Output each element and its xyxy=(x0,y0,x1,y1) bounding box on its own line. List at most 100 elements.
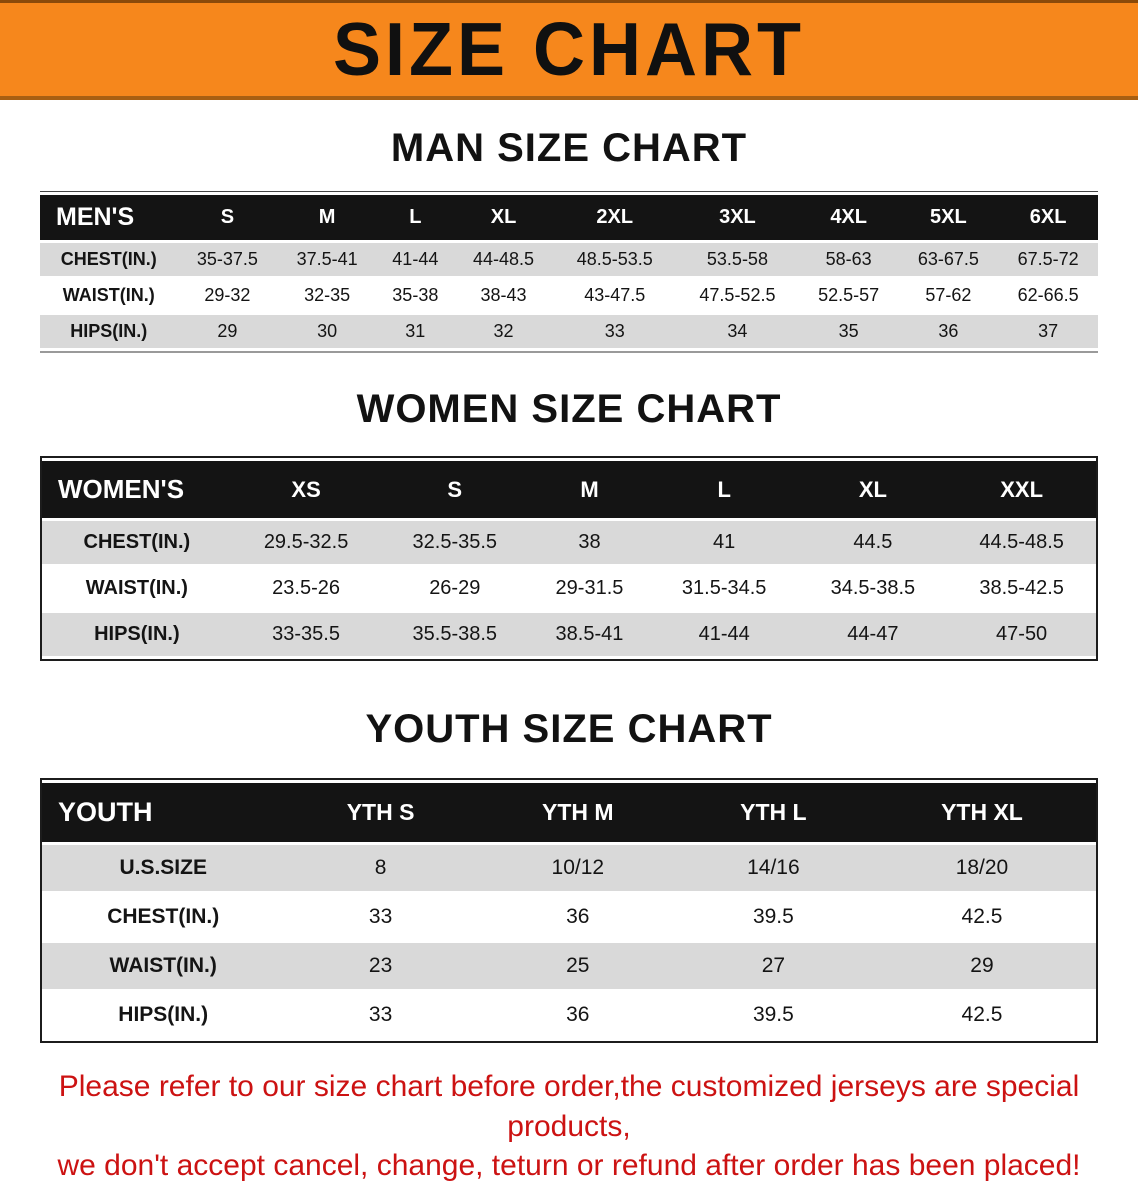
column-header: 4XL xyxy=(830,206,867,228)
column-header: YTH XL xyxy=(941,799,1023,825)
table-header-row: YOUTH YTH S YTH M YTH L YTH XL xyxy=(42,783,1096,842)
row-label: U.S.SIZE xyxy=(119,856,207,879)
table-cell: 41-44 xyxy=(392,249,439,269)
table-cell: 31.5-34.5 xyxy=(681,577,767,599)
column-header: 2XL xyxy=(596,206,634,228)
row-label: HIPS(IN.) xyxy=(70,321,148,341)
table-cell: 35.5-38.5 xyxy=(412,623,498,645)
table-row: CHEST(IN.) 29.5-32.5 32.5-35.5 38 41 44.5 44.5… xyxy=(42,521,1096,564)
table-cell: 38.5-41 xyxy=(555,623,624,645)
table-cell: 36 xyxy=(566,1003,590,1026)
women-size-table: WOMEN'S XS S M L XL XXL CHEST(IN.) 29.5-32.5 32.5… xyxy=(40,456,1098,661)
table-cell: 37.5-41 xyxy=(296,249,358,269)
table-cell: 32-35 xyxy=(304,285,351,305)
row-label: CHEST(IN.) xyxy=(60,249,157,269)
table-title-cell: MEN'S xyxy=(56,203,135,231)
table-row: CHEST(IN.) 35-37.5 37.5-41 41-44 44-48.5 48.5… xyxy=(40,243,1098,276)
table-cell: 37 xyxy=(1038,321,1059,341)
disclaimer-note: Please refer to our size chart before or… xyxy=(0,1067,1138,1186)
column-header: L xyxy=(409,206,422,228)
row-label: HIPS(IN.) xyxy=(94,623,180,645)
table-cell: 18/20 xyxy=(955,856,1009,879)
table-cell: 63-67.5 xyxy=(917,249,979,269)
table-cell: 44-48.5 xyxy=(473,249,535,269)
table-row: WAIST(IN.) 29-32 32-35 35-38 38-43 43-47.5 47.… xyxy=(40,279,1098,312)
table-cell: 52.5-57 xyxy=(818,285,880,305)
table-cell: 39.5 xyxy=(752,1003,794,1026)
table-cell: 44-47 xyxy=(847,623,899,645)
table-cell: 47-50 xyxy=(996,623,1048,645)
banner: SIZE CHART xyxy=(0,0,1138,100)
column-header: 6XL xyxy=(1029,206,1067,228)
men-section-heading: MAN SIZE CHART xyxy=(390,126,748,170)
women-section-heading: WOMEN SIZE CHART xyxy=(356,387,782,431)
table-row: U.S.SIZE 8 10/12 14/16 18/20 xyxy=(42,845,1096,891)
table-row: HIPS(IN.) 33 36 39.5 42.5 xyxy=(42,992,1096,1038)
table-cell: 36 xyxy=(938,321,959,341)
table-header-row: MEN'S S M L XL 2XL 3XL 4XL 5XL 6XL xyxy=(40,195,1098,240)
table-cell: 38 xyxy=(578,531,601,553)
table-cell: 62-66.5 xyxy=(1017,285,1079,305)
table-cell: 31 xyxy=(405,321,426,341)
table-cell: 33-35.5 xyxy=(272,623,340,645)
table-cell: 25 xyxy=(566,954,590,977)
column-header: L xyxy=(717,476,731,502)
youth-size-section: YOUTH SIZE CHART YOUTH YTH S YTH M YTH L YTH… xyxy=(0,707,1138,1043)
table-cell: 42.5 xyxy=(961,905,1003,928)
column-header: 3XL xyxy=(719,206,756,228)
table-row: CHEST(IN.) 33 36 39.5 42.5 xyxy=(42,894,1096,940)
row-label: CHEST(IN.) xyxy=(83,531,191,553)
table-cell: 43-47.5 xyxy=(584,285,646,305)
table-cell: 35 xyxy=(838,321,859,341)
page-title: SIZE CHART xyxy=(333,7,805,92)
table-cell: 42.5 xyxy=(961,1003,1003,1026)
column-header: M xyxy=(580,476,599,502)
table-cell: 38-43 xyxy=(480,285,527,305)
table-title-cell: YOUTH xyxy=(58,797,153,827)
column-header: XL xyxy=(858,476,887,502)
column-header: YTH S xyxy=(346,799,415,825)
row-label: CHEST(IN.) xyxy=(107,905,220,928)
column-header: YTH L xyxy=(740,799,807,825)
row-label: WAIST(IN.) xyxy=(85,577,188,599)
table-cell: 48.5-53.5 xyxy=(576,249,653,269)
table-cell: 32 xyxy=(493,321,514,341)
table-cell: 44.5 xyxy=(853,531,893,553)
table-cell: 14/16 xyxy=(747,856,800,879)
table-cell: 57-62 xyxy=(925,285,972,305)
column-header: M xyxy=(318,206,336,228)
table-cell: 29 xyxy=(217,321,238,341)
column-header: YTH M xyxy=(542,799,614,825)
table-cell: 23.5-26 xyxy=(272,577,340,599)
table-cell: 35-38 xyxy=(392,285,439,305)
table-cell: 29.5-32.5 xyxy=(263,531,349,553)
table-cell: 30 xyxy=(317,321,338,341)
men-size-table: MEN'S S M L XL 2XL 3XL 4XL 5XL 6XL CHEST(IN.) 35-37… xyxy=(40,191,1098,353)
table-cell: 41-44 xyxy=(698,623,750,645)
table-cell: 27 xyxy=(761,954,786,977)
table-cell: 34 xyxy=(727,321,748,341)
table-row: HIPS(IN.) 33-35.5 35.5-38.5 38.5-41 41-44 44-… xyxy=(42,613,1096,656)
table-cell: 58-63 xyxy=(825,249,872,269)
table-cell: 29-32 xyxy=(204,285,251,305)
table-cell: 8 xyxy=(374,856,387,879)
row-label: HIPS(IN.) xyxy=(118,1003,209,1026)
table-cell: 44.5-48.5 xyxy=(979,531,1064,553)
column-header: XXL xyxy=(1000,476,1044,502)
table-header-row: WOMEN'S XS S M L XL XXL xyxy=(42,461,1096,518)
table-cell: 41 xyxy=(713,531,736,553)
table-cell: 35-37.5 xyxy=(196,249,258,269)
disclaimer-line-2: we don't accept cancel, change, teturn o… xyxy=(57,1149,1081,1183)
table-row: WAIST(IN.) 23.5-26 26-29 29-31.5 31.5-34.5 34… xyxy=(42,567,1096,610)
table-cell: 39.5 xyxy=(752,905,794,928)
table-cell: 32.5-35.5 xyxy=(412,531,498,553)
table-cell: 33 xyxy=(604,321,625,341)
row-label: WAIST(IN.) xyxy=(62,285,155,305)
table-cell: 38.5-42.5 xyxy=(979,577,1064,599)
table-cell: 10/12 xyxy=(551,856,605,879)
column-header: XL xyxy=(490,206,517,228)
table-cell: 36 xyxy=(566,905,590,928)
table-row: HIPS(IN.) 29 30 31 32 33 34 35 36 37 xyxy=(40,315,1098,348)
table-cell: 67.5-72 xyxy=(1017,249,1079,269)
